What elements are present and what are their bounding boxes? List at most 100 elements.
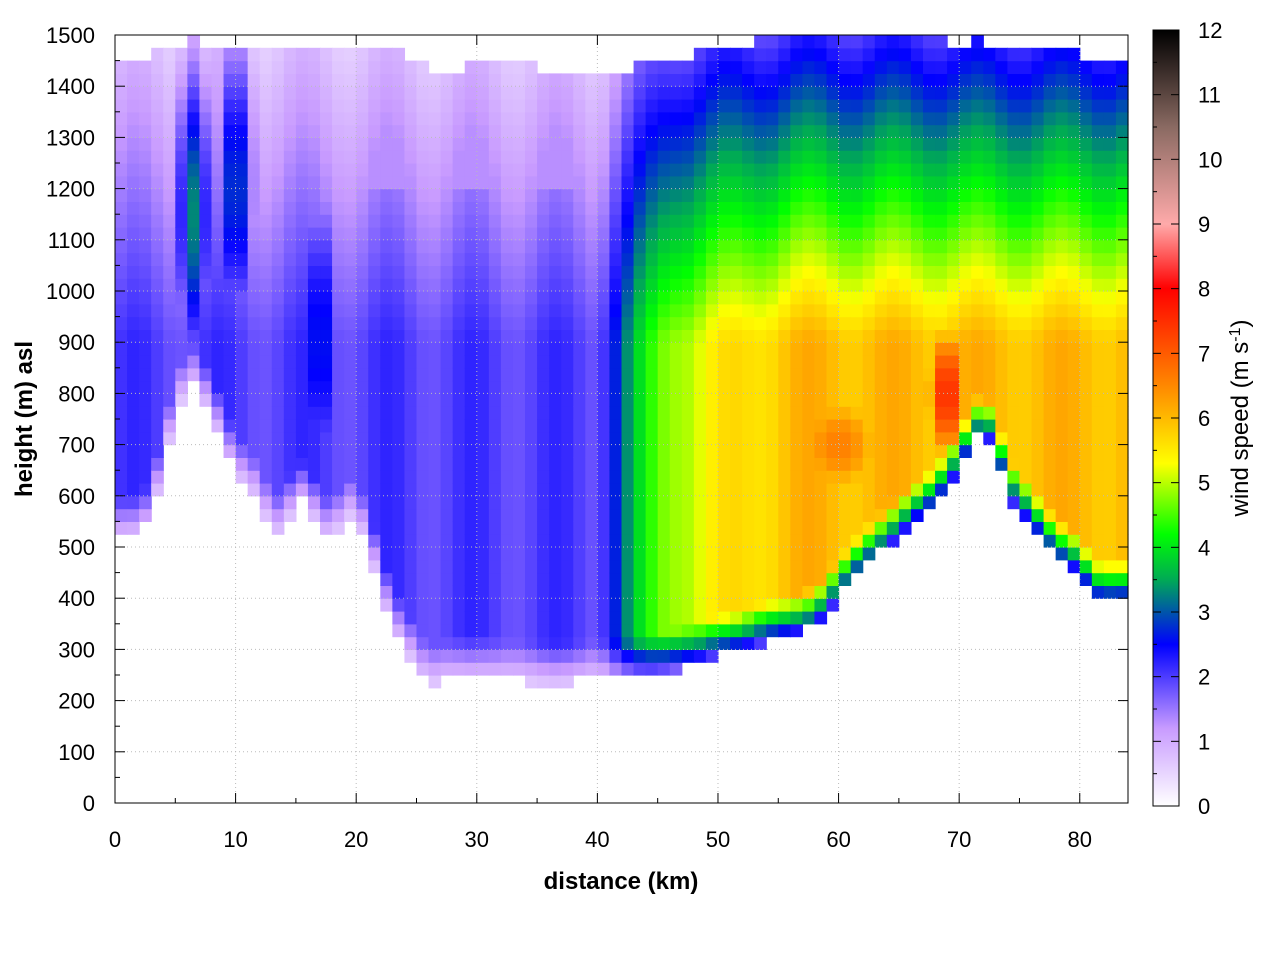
y-tick-label: 1000 [46, 279, 95, 304]
heatmap-cell [1091, 86, 1105, 100]
heatmap-cell [464, 342, 478, 356]
heatmap-cell [995, 227, 1009, 241]
heatmap-cell [983, 419, 996, 433]
heatmap-cell [380, 150, 393, 164]
heatmap-cell [621, 265, 635, 279]
heatmap-cell [115, 227, 128, 241]
heatmap-cell [681, 188, 695, 202]
heatmap-cell [247, 470, 261, 484]
heatmap-cell [561, 483, 574, 497]
heatmap-cell [380, 367, 393, 382]
heatmap-cell [537, 380, 550, 394]
heatmap-cell [537, 521, 550, 535]
heatmap-cell [416, 278, 430, 292]
heatmap-cell [1091, 111, 1105, 126]
heatmap-cell [983, 227, 996, 241]
heatmap-cell [597, 457, 611, 471]
heatmap-cell [645, 572, 659, 586]
heatmap-cell [440, 265, 454, 279]
heatmap-cell [404, 457, 418, 471]
heatmap-cell [886, 534, 900, 548]
heatmap-cell [525, 675, 538, 689]
heatmap-cell [573, 483, 586, 497]
heatmap-cell [416, 623, 430, 638]
heatmap-cell [645, 188, 659, 202]
heatmap-cell [922, 291, 936, 305]
heatmap-cell [742, 214, 755, 228]
heatmap-cell [500, 419, 514, 433]
heatmap-cell [525, 611, 538, 625]
heatmap-cell [127, 60, 140, 74]
heatmap-cell [211, 111, 225, 126]
heatmap-cell [1031, 60, 1045, 74]
heatmap-cell [247, 393, 261, 407]
heatmap-cell [416, 611, 430, 625]
grid-lines [114, 34, 1128, 804]
heatmap-cell [645, 124, 659, 138]
heatmap-cell [597, 559, 611, 574]
heatmap-cell [898, 495, 912, 510]
heatmap-cell [428, 137, 442, 151]
heatmap-cell [404, 150, 418, 164]
heatmap-cell [874, 111, 888, 126]
heatmap-cell [1007, 201, 1021, 215]
heatmap-cell [886, 73, 900, 87]
heatmap-cell [500, 188, 514, 202]
heatmap-cell [537, 163, 550, 177]
heatmap-cell [464, 86, 478, 100]
heatmap-cell [621, 252, 635, 266]
heatmap-cell [549, 623, 562, 638]
heatmap-cell [500, 291, 514, 305]
heatmap-cell [947, 214, 960, 228]
heatmap-cell [115, 188, 128, 202]
heatmap-cell [621, 150, 635, 164]
heatmap-cell [681, 419, 695, 433]
heatmap-cell [850, 495, 864, 510]
heatmap-cell [163, 86, 176, 100]
heatmap-cell [814, 483, 828, 497]
heatmap-cell [862, 214, 876, 228]
heatmap-cell [995, 265, 1009, 279]
heatmap-cell [476, 124, 490, 138]
heatmap-cell [766, 623, 779, 638]
heatmap-cell [705, 572, 719, 586]
heatmap-cell [549, 355, 562, 369]
heatmap-cell [862, 406, 876, 420]
heatmap-cell [139, 201, 152, 215]
heatmap-cell [127, 495, 140, 510]
heatmap-cell [392, 572, 406, 586]
heatmap-cell [621, 406, 635, 420]
heatmap-cell [742, 508, 755, 522]
heatmap-cell [754, 137, 767, 151]
heatmap-cell [235, 163, 249, 177]
heatmap-cell [392, 124, 406, 138]
heatmap-cell [488, 214, 502, 228]
heatmap-cell [512, 611, 526, 625]
heatmap-cell [332, 47, 345, 62]
heatmap-cell [874, 495, 888, 510]
heatmap-cell [163, 380, 176, 394]
heatmap-cell [1103, 291, 1117, 305]
heatmap-cell [139, 393, 152, 407]
heatmap-cell [874, 60, 888, 74]
heatmap-cell [1007, 150, 1021, 164]
heatmap-cell [416, 291, 430, 305]
heatmap-cell [814, 99, 828, 113]
heatmap-cell [1067, 495, 1081, 510]
heatmap-cell [211, 393, 225, 407]
heatmap-cell [645, 406, 659, 420]
heatmap-cell [139, 470, 152, 484]
heatmap-cell [814, 35, 828, 49]
heatmap-cell [814, 419, 828, 433]
heatmap-cell [754, 86, 767, 100]
heatmap-cell [609, 611, 623, 625]
heatmap-cell [211, 175, 225, 190]
heatmap-cell [428, 675, 442, 689]
heatmap-cell [223, 431, 237, 446]
heatmap-cell [730, 572, 743, 586]
heatmap-cell [597, 444, 611, 458]
heatmap-cell [983, 393, 996, 407]
heatmap-cell [464, 99, 478, 113]
heatmap-cell [693, 86, 707, 100]
heatmap-cell [597, 380, 611, 394]
